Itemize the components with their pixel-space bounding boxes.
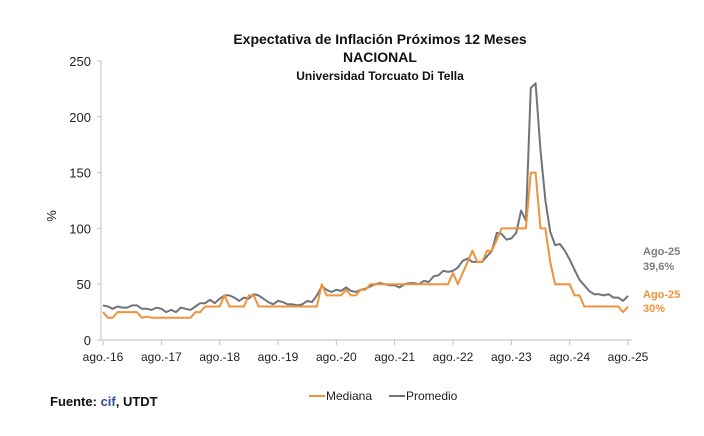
chart-subtitle-2: Universidad Torcuato Di Tella <box>296 69 464 83</box>
x-tick-label: ago.-18 <box>199 350 240 364</box>
annotation-promedio-value: 39,6% <box>643 261 674 273</box>
annotation-mediana-value: 30% <box>643 303 665 315</box>
legend: Mediana Promedio <box>309 389 458 403</box>
annotation-mediana-label: Ago-25 <box>643 289 680 301</box>
y-tick-label: 250 <box>69 54 91 69</box>
series-group <box>102 82 629 319</box>
x-tick-label: ago.-19 <box>258 350 299 364</box>
x-tick-label: ago.-24 <box>549 350 590 364</box>
axes: 0 50 100 150 200 250 ago.-16 ago.-17 ago.-18 ago.… <box>69 54 648 364</box>
series-line-mediana <box>102 171 629 319</box>
y-tick-label: 200 <box>69 110 91 125</box>
legend-label-mediana: Mediana <box>326 389 372 403</box>
legend-label-promedio: Promedio <box>406 389 458 403</box>
x-tick-label: ago.-25 <box>608 350 649 364</box>
chart-subtitle: NACIONAL <box>343 49 417 65</box>
x-tick-label: ago.-20 <box>316 350 357 364</box>
x-tick-label: ago.-22 <box>433 350 474 364</box>
x-tick-label: ago.-21 <box>374 350 415 364</box>
series-line-promedio <box>102 82 629 314</box>
y-tick-label: 100 <box>69 221 91 236</box>
x-tick-label: ago.-16 <box>83 350 124 364</box>
y-axis-label: % <box>44 210 59 222</box>
annotation-promedio-label: Ago-25 <box>643 246 680 258</box>
x-tick-label: ago.-17 <box>141 350 182 364</box>
y-tick-label: 150 <box>69 166 91 181</box>
chart-title: Expectativa de Inflación Próximos 12 Mes… <box>233 31 527 47</box>
x-tick-label: ago.-23 <box>491 350 532 364</box>
y-tick-label: 0 <box>84 333 91 348</box>
source-note: Fuente: cif, UTDT <box>50 394 158 409</box>
y-tick-label: 50 <box>77 277 91 292</box>
